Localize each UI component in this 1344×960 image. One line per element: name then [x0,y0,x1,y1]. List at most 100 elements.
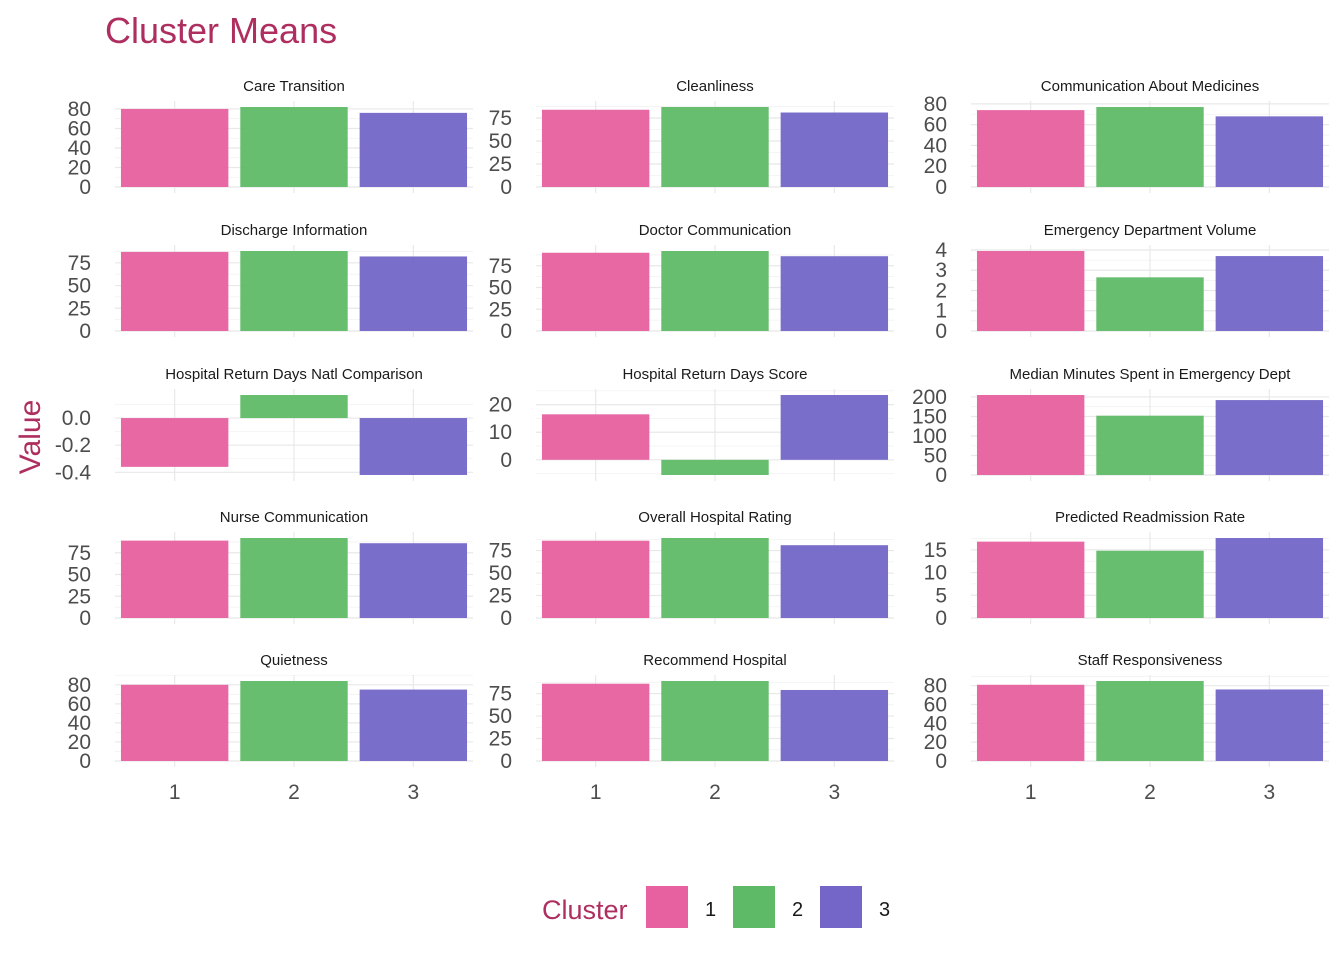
y-tick-label: 50 [489,562,512,585]
y-tick-label: 1 [935,300,947,323]
y-tick-label: 50 [489,277,512,300]
facet-label: Hospital Return Days Natl Comparison [165,366,423,383]
bar-cluster-1 [976,395,1085,475]
y-tick-label: 25 [489,153,512,176]
bar-cluster-2 [661,459,769,475]
y-tick-label: 0 [500,176,512,199]
y-tick-label: 0 [935,464,947,487]
y-tick-label: 80 [68,674,91,697]
bar-cluster-3 [780,689,889,761]
facet-label: Communication About Medicines [1041,78,1259,95]
facet-label: Care Transition [243,78,345,95]
bar-cluster-3 [359,256,468,331]
facet-label: Emergency Department Volume [1044,222,1257,239]
facet-label: Doctor Communication [639,222,792,239]
y-tick-label: 3 [935,259,947,282]
bar-cluster-3 [1215,689,1324,761]
y-tick-label: 40 [68,712,91,735]
bar-cluster-2 [1096,107,1204,187]
y-tick-label: 0 [79,176,91,199]
y-tick-label: 75 [489,683,512,706]
bar-cluster-2 [240,107,348,187]
y-tick-label: 40 [68,137,91,160]
y-tick-label: 0 [500,607,512,630]
y-tick-label: 75 [489,107,512,130]
y-tick-label: 0 [500,320,512,343]
bar-cluster-1 [976,541,1085,618]
bar-cluster-1 [120,540,229,618]
y-tick-label: 15 [924,539,947,562]
x-tick-label: 3 [407,781,419,804]
bar-cluster-1 [541,414,650,460]
y-tick-label: 25 [489,728,512,751]
y-tick-label: 0 [935,750,947,773]
y-tick-label: 0 [79,320,91,343]
y-tick-label: 40 [924,134,947,157]
bar-cluster-3 [1215,538,1324,618]
facet-label: Nurse Communication [220,509,368,526]
y-tick-label: 0 [500,449,512,472]
y-tick-label: 75 [68,252,91,275]
y-tick-label: 0 [935,607,947,630]
legend-label-2: 2 [792,899,803,921]
x-axis: 1 2 3 1 2 3 1 2 3 [169,781,1275,804]
bar-cluster-3 [359,689,468,761]
facet-label: Staff Responsiveness [1078,652,1223,669]
legend: Cluster 1 2 3 [542,886,890,928]
bar-cluster-1 [976,684,1085,761]
x-tick-label: 3 [828,781,840,804]
x-tick-label: 2 [288,781,300,804]
y-tick-label: 25 [68,297,91,320]
y-tick-label: 25 [489,298,512,321]
y-tick-label: 80 [68,98,91,121]
bar-cluster-2 [1096,681,1204,761]
legend-swatch-1 [646,886,688,928]
legend-label-3: 3 [879,899,890,921]
bar-cluster-3 [359,112,468,187]
y-tick-label: 80 [924,675,947,698]
legend-label-1: 1 [705,899,716,921]
y-tick-label: 0 [935,176,947,199]
bar-cluster-1 [120,684,229,761]
y-tick-label: 2 [935,279,947,302]
bar-cluster-2 [661,251,769,331]
legend-swatch-3 [820,886,862,928]
y-tick-label: 0.0 [62,407,91,430]
y-tick-label: 60 [924,694,947,717]
x-tick-label: 1 [1025,781,1037,804]
y-tick-label: 150 [912,405,947,428]
y-tick-label: 50 [924,444,947,467]
legend-swatch-2 [733,886,775,928]
y-tick-label: 4 [935,239,947,262]
y-tick-label: 20 [68,731,91,754]
x-tick-label: 2 [1144,781,1156,804]
y-tick-label: -0.4 [55,461,92,484]
y-tick-label: 0 [79,750,91,773]
bar-cluster-1 [976,110,1085,187]
y-tick-label: 50 [68,564,91,587]
bar-cluster-2 [661,107,769,187]
bar-cluster-2 [240,395,348,419]
bar-cluster-2 [240,681,348,761]
y-tick-label: 25 [68,585,91,608]
facet-panel: -0.4 -0.2 0.0 Hospital Return Days Natl Com… [55,366,473,484]
y-tick-label: 75 [489,255,512,278]
facet-label: Discharge Information [221,222,368,239]
bar-cluster-1 [120,108,229,187]
y-tick-label: 25 [489,585,512,608]
y-tick-label: 50 [68,275,91,298]
facet-label: Hospital Return Days Score [622,366,807,383]
y-tick-label: 10 [489,421,512,444]
x-tick-label: 1 [590,781,602,804]
bar-cluster-2 [1096,415,1204,475]
